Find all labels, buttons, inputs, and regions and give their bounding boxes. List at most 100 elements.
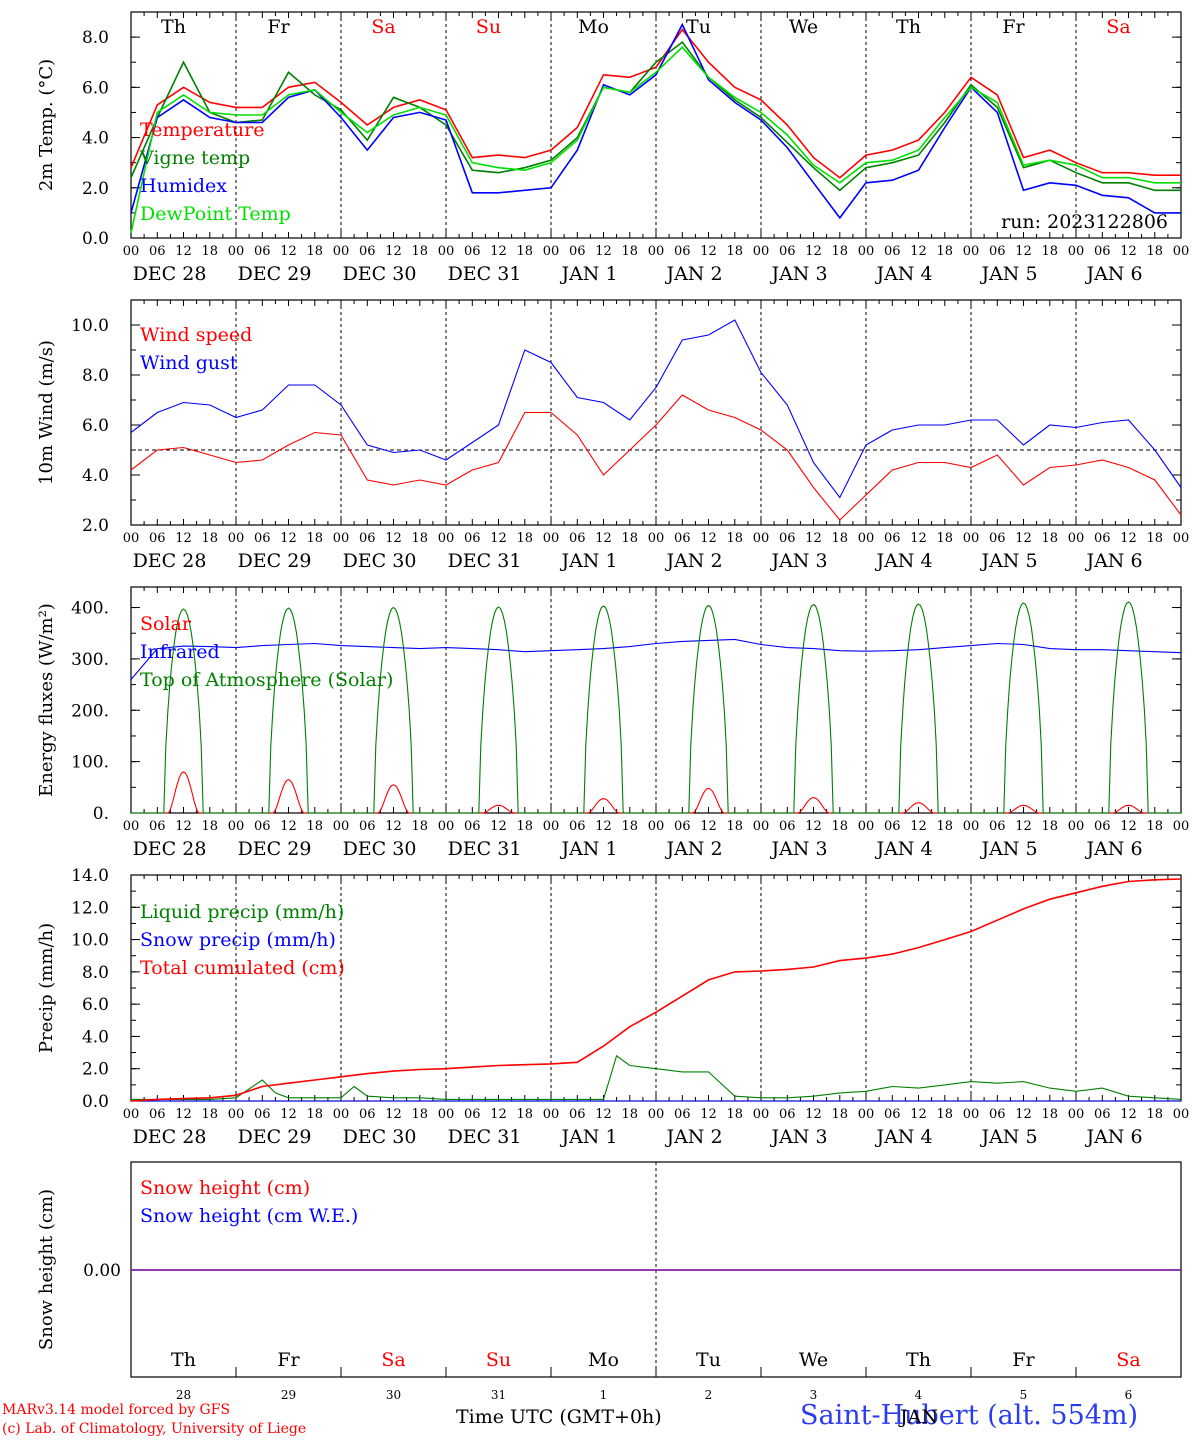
hour-label: 12 [280,531,297,546]
weekday-label: Sa [1106,16,1130,38]
hour-label: 00 [648,531,665,546]
hour-label: 18 [411,244,428,259]
hour-label: 06 [149,1107,166,1122]
hour-label: 00 [333,819,350,834]
hour-label: 00 [1173,1107,1190,1122]
hour-label: 00 [1173,819,1190,834]
hour-ticks [130,12,1182,238]
hour-label: 06 [989,1107,1006,1122]
hour-label: 06 [884,1107,901,1122]
hour-label: 12 [700,531,717,546]
hour-labels: 00 06 12 18 00 06 12 18 00 06 12 18 00 06 12 18 00 06 12 18… [123,1107,1190,1122]
series [130,601,1182,814]
hour-label: 12 [700,244,717,259]
hour-label: 00 [438,531,455,546]
date-label: DEC 30 [343,550,417,572]
y-tick-label: 8.0 [82,366,109,386]
hour-label: 00 [1173,531,1190,546]
hour-label: 06 [674,531,691,546]
legend-entry: DewPoint Temp [140,203,291,225]
weekday-label: Su [486,1349,511,1371]
hour-labels: 00 06 12 18 00 06 12 18 00 06 12 18 00 06 12 18 00 06 12 18… [123,244,1190,259]
hour-label: 00 [1068,244,1085,259]
hour-label: 18 [1041,819,1058,834]
hour-label: 18 [516,819,533,834]
hour-ticks [130,587,1182,813]
series-wind-gust [130,319,1182,499]
hour-label: 06 [884,244,901,259]
y-axis: 0.0 2.0 4.0 6.0 8.0 [82,11,1181,249]
series-humidex [130,22,1181,220]
hour-label: 12 [1015,819,1032,834]
hour-label: 18 [936,1107,953,1122]
day-separators [235,875,1077,1101]
date-label: DEC 29 [238,1126,312,1148]
hour-label: 00 [228,819,245,834]
weekday-label: Th [171,1349,196,1371]
hour-label: 18 [726,819,743,834]
hour-label: 12 [1015,531,1032,546]
hour-label: 00 [963,1107,980,1122]
legend: Wind speed Wind gust [140,324,252,374]
hour-label: 06 [1094,819,1111,834]
series-infrared [130,638,1182,680]
y-tick-label: 400. [71,599,109,619]
hour-label: 06 [779,244,796,259]
hour-ticks [130,875,1182,1101]
hour-label: 00 [648,1107,665,1122]
legend: Liquid precip (mm/h) Snow precip (mm/h) To… [140,901,345,979]
day-number: 6 [1125,1388,1133,1402]
day-separators [235,300,1077,525]
day-number: 2 [705,1388,713,1402]
hour-label: 06 [464,819,481,834]
y-tick-label: 2.0 [82,179,109,199]
hour-label: 00 [858,819,875,834]
hour-label: 00 [228,244,245,259]
date-label: JAN 4 [874,1126,932,1148]
hour-ticks [130,300,1182,525]
hour-label: 18 [1146,531,1163,546]
date-label: JAN 1 [559,1126,617,1148]
hour-labels: 00 06 12 18 00 06 12 18 00 06 12 18 00 06 12 18 00 06 12 18… [123,819,1190,834]
hour-label: 00 [753,1107,770,1122]
hour-label: 06 [674,819,691,834]
y-axis: 2.0 4.0 6.0 8.0 10.0 [71,299,1181,536]
legend-entry: Liquid precip (mm/h) [140,901,344,923]
hour-label: 18 [621,819,638,834]
y-axis-title: Energy fluxes (W/m²) [36,603,57,797]
date-label: JAN 2 [664,550,722,572]
x-axis-label: Time UTC (GMT+0h) [456,1406,662,1428]
hour-label: 00 [228,1107,245,1122]
y-tick-label: 0.0 [82,229,109,249]
date-labels: DEC 28 DEC 29 DEC 30 DEC 31 JAN 1 JAN 2 JAN 3 J… [133,263,1143,285]
legend-entry: Top of Atmosphere (Solar) [140,669,393,691]
hour-label: 00 [753,531,770,546]
date-label: DEC 30 [343,1126,417,1148]
hour-label: 06 [149,819,166,834]
weekday-label: Mo [588,1349,619,1371]
date-label: JAN 3 [769,1126,827,1148]
hour-label: 00 [963,244,980,259]
legend-entry: Infrared [140,641,220,663]
y-tick-label: 6.0 [82,78,109,98]
hour-label: 06 [149,531,166,546]
hour-label: 06 [884,531,901,546]
hour-label: 00 [123,531,140,546]
legend-entry: Wind gust [140,352,238,374]
hour-label: 12 [805,244,822,259]
hour-label: 18 [201,244,218,259]
run-label: run: 2023122806 [1001,211,1168,233]
hour-label: 12 [805,531,822,546]
day-number: 4 [915,1388,923,1402]
y-tick-label: 300. [71,650,109,670]
legend-entry: Humidex [140,175,227,197]
y-axis-title: 10m Wind (m/s) [36,340,57,485]
month-label: JAN [900,1406,938,1428]
hour-label: 12 [175,1107,192,1122]
series [130,319,1182,521]
date-label: JAN 5 [979,263,1037,285]
panel-1: 0.0 2.0 4.0 6.0 8.0 2m Temp. (°C) Th Fr Sa Su Mo Tu… [36,11,1190,285]
bottom-day-ticks [130,1367,1182,1377]
